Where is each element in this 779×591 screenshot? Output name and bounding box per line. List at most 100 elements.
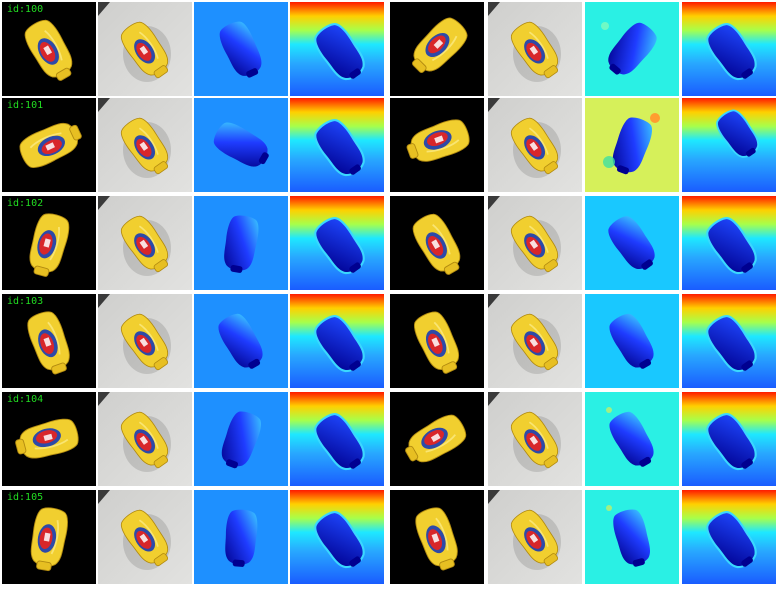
right-rendered-object: [390, 392, 484, 486]
right-predicted-depth: [585, 490, 679, 584]
right-predicted-depth-graphic: [585, 294, 679, 388]
left-depth-map-graphic: [290, 98, 384, 192]
left-depth-map-graphic: [290, 2, 384, 96]
right-depth-map-graphic: [682, 294, 776, 388]
right-predicted-depth: [585, 392, 679, 486]
right-input-photo: [488, 196, 582, 290]
sample-id-label: id:104: [7, 394, 44, 405]
left-predicted-depth: [194, 2, 288, 96]
left-rendered-object-graphic: [2, 2, 96, 96]
right-input-photo: [488, 98, 582, 192]
right-input-photo-graphic: [488, 490, 582, 584]
left-predicted-depth-graphic: [194, 2, 288, 96]
right-predicted-depth-graphic: [585, 98, 679, 192]
left-rendered-object-graphic: [2, 490, 96, 584]
right-predicted-depth-graphic: [585, 490, 679, 584]
left-input-photo-graphic: [98, 196, 192, 290]
right-rendered-object: [390, 294, 484, 388]
right-depth-map: [682, 98, 776, 192]
sample-id-label: id:100: [7, 4, 44, 15]
left-depth-map: [290, 490, 384, 584]
left-depth-map: [290, 98, 384, 192]
right-predicted-depth: [585, 2, 679, 96]
right-rendered-object-graphic: [390, 98, 484, 192]
left-depth-map: [290, 2, 384, 96]
sample-id-label: id:101: [7, 100, 44, 111]
right-rendered-object: [390, 2, 484, 96]
right-rendered-object: [390, 98, 484, 192]
right-rendered-object-graphic: [390, 196, 484, 290]
right-depth-map-graphic: [682, 490, 776, 584]
right-depth-map-graphic: [682, 392, 776, 486]
left-predicted-depth-graphic: [194, 294, 288, 388]
right-input-photo: [488, 2, 582, 96]
left-input-photo: [98, 2, 192, 96]
left-input-photo-graphic: [98, 490, 192, 584]
left-rendered-object-graphic: [2, 294, 96, 388]
right-input-photo: [488, 392, 582, 486]
right-depth-map-graphic: [682, 2, 776, 96]
right-input-photo: [488, 490, 582, 584]
left-rendered-object: id:105: [2, 490, 96, 584]
right-predicted-depth-graphic: [585, 2, 679, 96]
left-rendered-object: id:104: [2, 392, 96, 486]
right-predicted-depth-graphic: [585, 392, 679, 486]
right-rendered-object-graphic: [390, 294, 484, 388]
left-depth-map: [290, 392, 384, 486]
right-input-photo-graphic: [488, 294, 582, 388]
right-depth-map: [682, 2, 776, 96]
sample-id-label: id:103: [7, 296, 44, 307]
right-input-photo-graphic: [488, 2, 582, 96]
left-depth-map-graphic: [290, 392, 384, 486]
left-predicted-depth: [194, 392, 288, 486]
right-input-photo-graphic: [488, 98, 582, 192]
left-predicted-depth: [194, 490, 288, 584]
sample-id-label: id:102: [7, 198, 44, 209]
left-predicted-depth-graphic: [194, 392, 288, 486]
right-depth-map-graphic: [682, 196, 776, 290]
right-rendered-object: [390, 490, 484, 584]
left-rendered-object: id:101: [2, 98, 96, 192]
left-predicted-depth: [194, 98, 288, 192]
left-rendered-object: id:103: [2, 294, 96, 388]
left-depth-map-graphic: [290, 294, 384, 388]
left-depth-map: [290, 196, 384, 290]
left-predicted-depth: [194, 196, 288, 290]
left-depth-map-graphic: [290, 196, 384, 290]
right-depth-map-graphic: [682, 98, 776, 192]
left-input-photo-graphic: [98, 392, 192, 486]
right-rendered-object-graphic: [390, 2, 484, 96]
left-predicted-depth: [194, 294, 288, 388]
left-predicted-depth-graphic: [194, 196, 288, 290]
right-rendered-object-graphic: [390, 392, 484, 486]
left-input-photo-graphic: [98, 2, 192, 96]
right-input-photo-graphic: [488, 392, 582, 486]
left-input-photo: [98, 98, 192, 192]
left-predicted-depth-graphic: [194, 490, 288, 584]
left-input-photo: [98, 490, 192, 584]
right-predicted-depth: [585, 294, 679, 388]
left-input-photo-graphic: [98, 98, 192, 192]
left-depth-map: [290, 294, 384, 388]
left-predicted-depth-graphic: [194, 98, 288, 192]
right-predicted-depth: [585, 196, 679, 290]
right-rendered-object-graphic: [390, 490, 484, 584]
left-rendered-object-graphic: [2, 196, 96, 290]
right-predicted-depth-graphic: [585, 196, 679, 290]
left-depth-map-graphic: [290, 490, 384, 584]
left-rendered-object: id:100: [2, 2, 96, 96]
left-input-photo: [98, 294, 192, 388]
right-input-photo: [488, 294, 582, 388]
left-input-photo: [98, 196, 192, 290]
sample-id-label: id:105: [7, 492, 44, 503]
right-depth-map: [682, 490, 776, 584]
left-rendered-object: id:102: [2, 196, 96, 290]
right-depth-map: [682, 294, 776, 388]
right-depth-map: [682, 392, 776, 486]
left-input-photo: [98, 392, 192, 486]
right-input-photo-graphic: [488, 196, 582, 290]
right-depth-map: [682, 196, 776, 290]
left-rendered-object-graphic: [2, 98, 96, 192]
right-predicted-depth: [585, 98, 679, 192]
